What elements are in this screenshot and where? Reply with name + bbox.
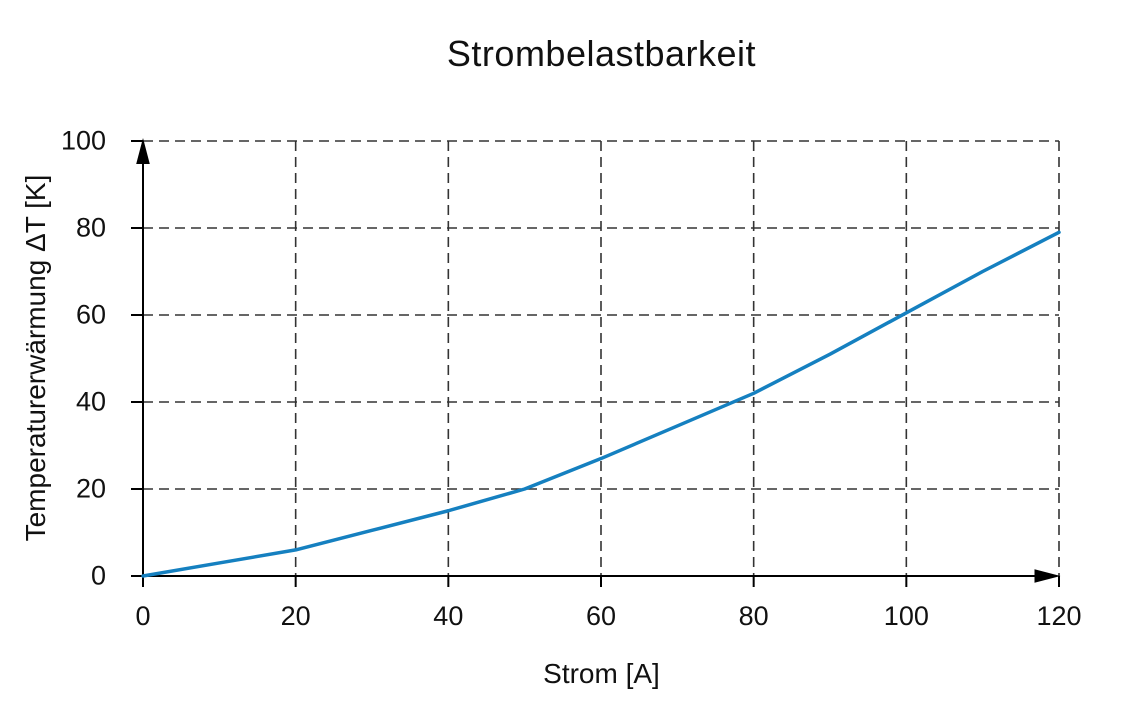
y-tick-label: 20	[75, 473, 106, 504]
y-tick-label: 100	[60, 125, 106, 156]
x-tick-label: 20	[280, 601, 311, 631]
data-line	[141, 230, 1061, 578]
x-tick-label: 80	[738, 601, 769, 631]
x-axis-label: Strom [A]	[543, 658, 660, 689]
y-tick-label: 60	[75, 299, 106, 330]
y-tick-label: 0	[90, 560, 106, 591]
y-axis-arrowhead	[136, 138, 150, 164]
y-tick-label: 80	[75, 212, 106, 243]
chart-title: Strombelastbarkeit	[446, 33, 757, 74]
x-tick-label: 0	[135, 601, 151, 631]
x-axis-arrowhead	[1034, 569, 1061, 583]
x-tick-label: 120	[1036, 601, 1082, 631]
x-tick-label: 40	[433, 601, 464, 631]
x-tick-label: 60	[585, 601, 617, 631]
x-tick-label: 100	[883, 601, 929, 631]
y-tick-label: 40	[75, 386, 106, 417]
